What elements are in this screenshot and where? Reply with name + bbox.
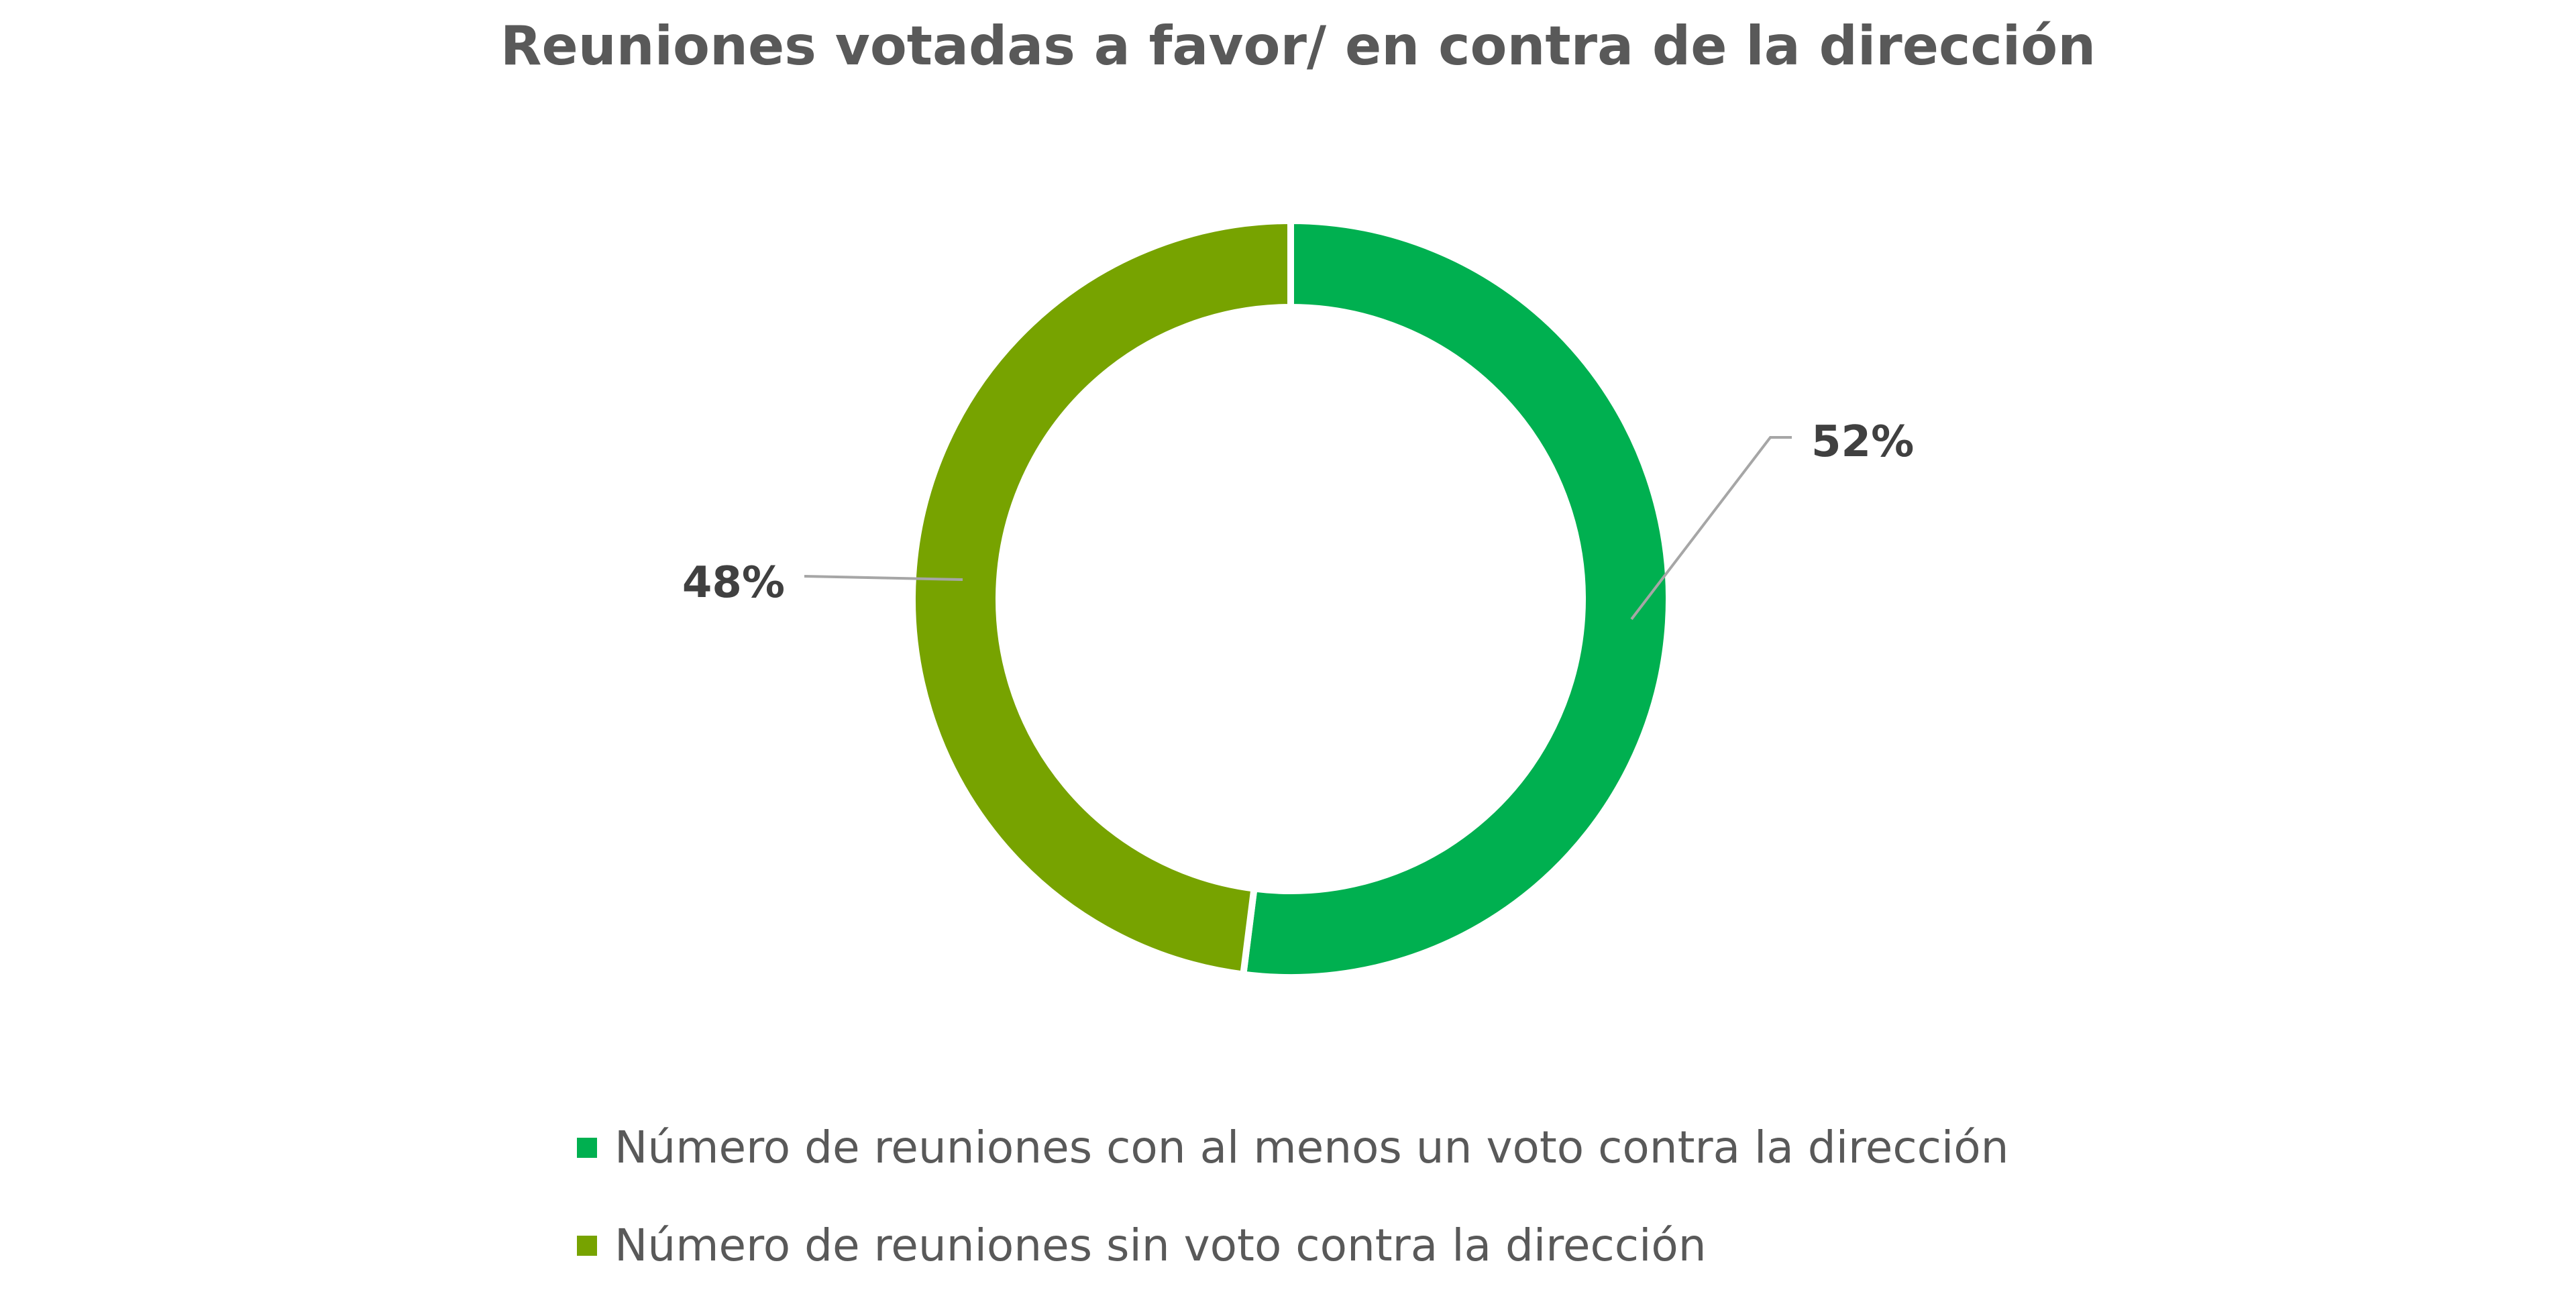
- legend-label: Número de reuniones con al menos un voto…: [614, 1122, 2009, 1173]
- legend-item: Número de reuniones con al menos un voto…: [577, 1122, 2008, 1173]
- legend-item: Número de reuniones sin voto contra la d…: [577, 1220, 1707, 1271]
- donut-slice: [1239, 217, 1673, 981]
- leader-line: [1630, 436, 1792, 621]
- chart-title: Reuniones votadas a favor/ en contra de …: [500, 15, 2096, 77]
- legend-swatch: [577, 1235, 597, 1256]
- leader-line: [804, 575, 963, 581]
- legend-label: Número de reuniones sin voto contra la d…: [614, 1220, 1707, 1271]
- data-label: 48%: [682, 558, 785, 608]
- donut-slice: [909, 217, 1294, 979]
- data-label: 52%: [1811, 417, 1914, 467]
- legend-swatch: [577, 1137, 597, 1158]
